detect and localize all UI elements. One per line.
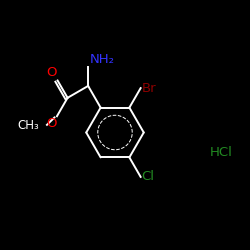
Text: CH₃: CH₃ bbox=[18, 119, 40, 132]
Text: HCl: HCl bbox=[210, 146, 233, 159]
Text: O: O bbox=[46, 66, 56, 78]
Text: NH₂: NH₂ bbox=[90, 53, 114, 66]
Text: Cl: Cl bbox=[142, 170, 155, 183]
Text: Br: Br bbox=[142, 82, 156, 94]
Text: O: O bbox=[46, 117, 56, 130]
